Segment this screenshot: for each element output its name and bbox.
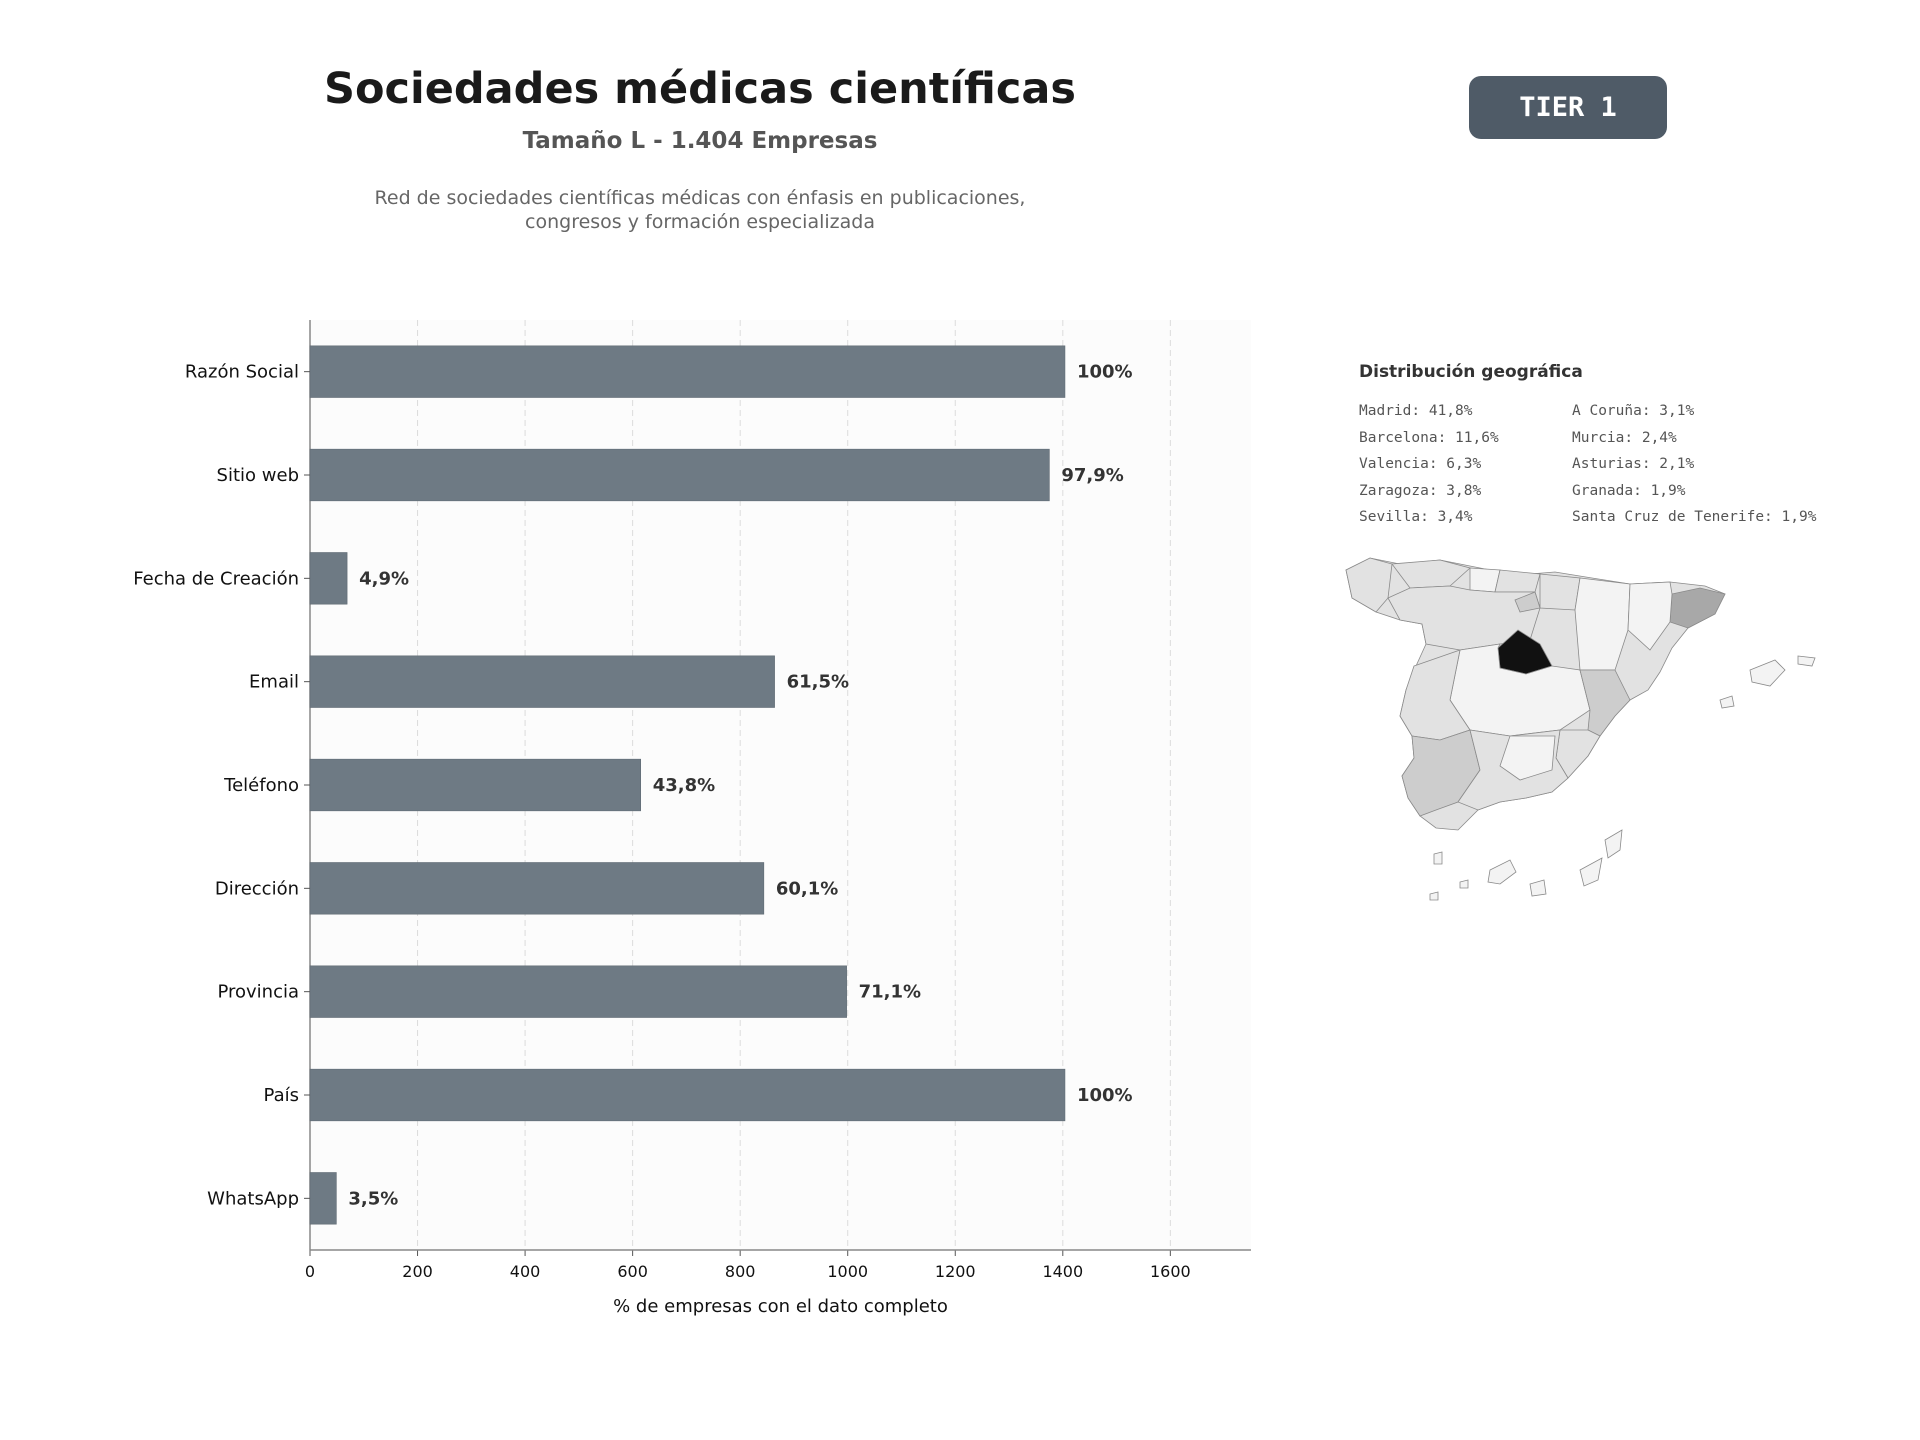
map-island-tenerife <box>1487 859 1517 885</box>
geo-item: Murcia: 2,4% <box>1572 429 1677 446</box>
x-axis-label: % de empresas con el dato completo <box>613 1296 948 1317</box>
geo-item: Sevilla: 3,4% <box>1359 509 1473 525</box>
geo-list-right: A Coruña: 3,1% Murcia: 2,4% Asturias: 2,… <box>1572 398 1816 531</box>
y-tick-label: Dirección <box>215 878 299 899</box>
data-label: 61,5% <box>787 672 849 693</box>
y-tick-label: Sitio web <box>217 465 299 486</box>
bar <box>309 345 1066 398</box>
map-region-barcelona <box>1669 587 1726 629</box>
tier-badge: TIER 1 <box>1469 76 1667 139</box>
map-island-ibiza <box>1719 695 1735 709</box>
bar <box>309 1068 1066 1122</box>
y-tick-label: Email <box>249 672 299 693</box>
map-island-lanzarote <box>1604 829 1623 859</box>
map-region-navarra <box>1539 573 1581 611</box>
x-tick-label: 200 <box>402 1262 433 1281</box>
y-tick-label: Fecha de Creación <box>133 568 299 589</box>
description-line-2: congresos y formación especializada <box>525 211 875 233</box>
data-label: 100% <box>1077 362 1133 383</box>
x-tick-label: 400 <box>510 1262 541 1281</box>
geo-item: A Coruña: 3,1% <box>1572 403 1695 419</box>
page-title: Sociedades médicas científicas <box>323 64 1077 114</box>
map-island-la-palma <box>1433 851 1443 865</box>
description-line-1: Red de sociedades científicas médicas co… <box>374 187 1026 209</box>
x-tick-label: 600 <box>617 1262 648 1281</box>
y-tick-label: Provincia <box>217 982 299 1003</box>
geo-list-left: Madrid: 41,8% Barcelona: 11,6% Valencia:… <box>1359 398 1499 531</box>
x-tick-label: 1400 <box>1042 1262 1083 1281</box>
geo-item: Valencia: 6,3% <box>1359 456 1482 472</box>
geo-item: Santa Cruz de Tenerife: 1,9% <box>1572 509 1817 525</box>
data-label: 43,8% <box>653 775 715 796</box>
bar <box>309 758 641 812</box>
data-label: 3,5% <box>348 1188 398 1209</box>
bar <box>309 1172 337 1225</box>
map-island-gomera <box>1459 879 1469 889</box>
geo-distribution-title: Distribución geográfica <box>1359 362 1583 382</box>
x-tick-label: 1200 <box>935 1262 976 1281</box>
map-island-fuerteventura <box>1579 857 1603 887</box>
map-region-andalucia-west <box>1401 729 1481 817</box>
bar <box>309 448 1050 502</box>
y-tick-label: Teléfono <box>223 775 299 796</box>
data-label: 4,9% <box>359 568 409 589</box>
data-label: 71,1% <box>859 982 921 1003</box>
page-description: Red de sociedades científicas médicas co… <box>0 186 1400 234</box>
map-region-granada <box>1499 735 1556 781</box>
geo-item: Asturias: 2,1% <box>1572 456 1695 472</box>
map-region-catalonia-rest <box>1627 581 1673 651</box>
data-label: 100% <box>1077 1085 1133 1106</box>
geo-item: Madrid: 41,8% <box>1359 403 1473 419</box>
map-region-rioja <box>1514 591 1541 613</box>
bar <box>309 655 775 708</box>
bar <box>309 965 847 1018</box>
geo-item: Barcelona: 11,6% <box>1359 429 1499 446</box>
x-tick-label: 1600 <box>1150 1262 1191 1281</box>
bar <box>309 552 348 605</box>
y-tick-label: Razón Social <box>185 362 299 383</box>
map-region-valencia <box>1579 669 1631 737</box>
page-subtitle: Tamaño L - 1.404 Empresas <box>522 128 878 154</box>
map-region-castilla-leon <box>1387 585 1541 651</box>
bar-chart: 0 200 400 600 800 1000 1200 1400 1600 Razón Socia… <box>133 320 1251 1317</box>
data-label: 60,1% <box>776 878 838 899</box>
map-island-gran-canaria <box>1529 879 1547 897</box>
data-label: 97,9% <box>1061 465 1123 486</box>
x-tick-label: 800 <box>725 1262 756 1281</box>
map-island-mallorca <box>1749 659 1786 687</box>
geo-item: Granada: 1,9% <box>1572 482 1686 499</box>
bar <box>309 862 765 915</box>
map-island-menorca <box>1797 655 1816 667</box>
y-tick-label: País <box>264 1085 299 1106</box>
geo-item: Zaragoza: 3,8% <box>1359 482 1482 499</box>
x-tick-label: 0 <box>305 1262 315 1281</box>
map-island-hierro <box>1429 891 1439 901</box>
x-tick-label: 1000 <box>827 1262 868 1281</box>
map-region-basque <box>1494 569 1541 593</box>
spain-map <box>1345 557 1816 901</box>
y-tick-label: WhatsApp <box>207 1188 299 1209</box>
map-region-asturias <box>1391 559 1471 589</box>
